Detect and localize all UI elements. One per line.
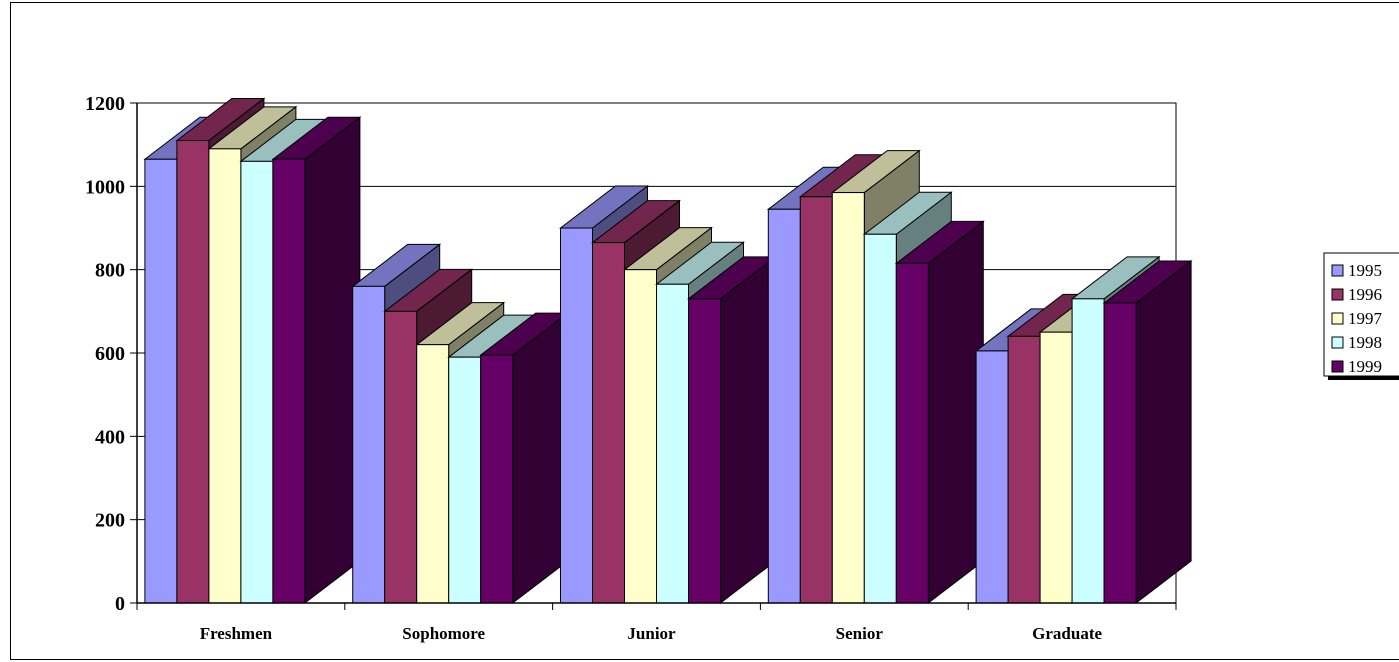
bar-front <box>1039 331 1073 604</box>
y-tick-label: 600 <box>95 343 125 365</box>
bar-front <box>863 233 897 604</box>
bar-front <box>767 208 801 604</box>
bar-front <box>895 262 929 604</box>
y-tick-label: 800 <box>95 260 125 282</box>
bar-front <box>144 158 178 604</box>
bar-front <box>1071 298 1105 604</box>
bars-layer <box>143 97 1193 605</box>
legend-swatch <box>1331 336 1344 349</box>
y-tick-label: 400 <box>95 426 125 448</box>
x-tick-label: Freshmen <box>200 624 273 643</box>
bar-front <box>176 140 210 604</box>
bar-side <box>512 312 569 605</box>
axis-layer: 0 200 400 600 800 1000 1200 Freshmen Sophomore Ju… <box>85 93 1177 643</box>
legend: 1995 1996 1997 1998 1999 <box>1323 252 1399 380</box>
bar-front <box>1007 335 1041 604</box>
bar-side <box>720 255 776 605</box>
bar-junior-1999 <box>687 255 777 605</box>
legend-label: 1998 <box>1348 333 1382 352</box>
x-tick-label: Senior <box>836 624 884 643</box>
bar-front <box>624 269 657 604</box>
bar-sophomore-1999 <box>479 312 570 605</box>
legend-swatch <box>1331 312 1344 325</box>
bar-front <box>656 283 689 604</box>
x-tick-label: Graduate <box>1032 624 1102 643</box>
bar-senior-1999 <box>894 220 985 605</box>
bar-front <box>352 285 386 604</box>
bar-front <box>560 227 593 604</box>
legend-label: 1996 <box>1348 285 1382 304</box>
legend-label: 1997 <box>1348 309 1383 328</box>
y-tick-label: 1000 <box>85 176 125 198</box>
bar-front <box>240 160 274 604</box>
bar-front <box>592 242 625 604</box>
bar-front <box>799 196 833 604</box>
bar-front <box>448 356 482 604</box>
x-tick-label: Junior <box>627 624 676 643</box>
bar-front <box>208 148 242 604</box>
y-tick-label: 1200 <box>85 93 125 115</box>
bar-front <box>272 158 306 604</box>
bar-side <box>927 220 984 605</box>
bar-front <box>688 298 721 604</box>
bar-side <box>1135 259 1192 605</box>
bar-front <box>1103 302 1137 604</box>
bar-graduate-1999 <box>1102 259 1193 605</box>
bar-freshmen-1999 <box>271 116 362 605</box>
x-tick-label: Sophomore <box>402 624 485 643</box>
bar-front <box>416 344 450 604</box>
bar-front <box>480 354 514 604</box>
bar-side <box>304 116 361 605</box>
bar-front <box>831 192 865 604</box>
legend-label: 1995 <box>1348 261 1382 280</box>
y-tick-label: 0 <box>115 593 125 615</box>
legend-swatch <box>1331 288 1344 301</box>
legend-swatch <box>1331 264 1344 277</box>
legend-label: 1999 <box>1348 357 1382 376</box>
bar-front <box>975 350 1009 604</box>
bar-front <box>384 310 418 604</box>
legend-swatch <box>1331 360 1344 373</box>
y-tick-label: 200 <box>95 510 125 532</box>
